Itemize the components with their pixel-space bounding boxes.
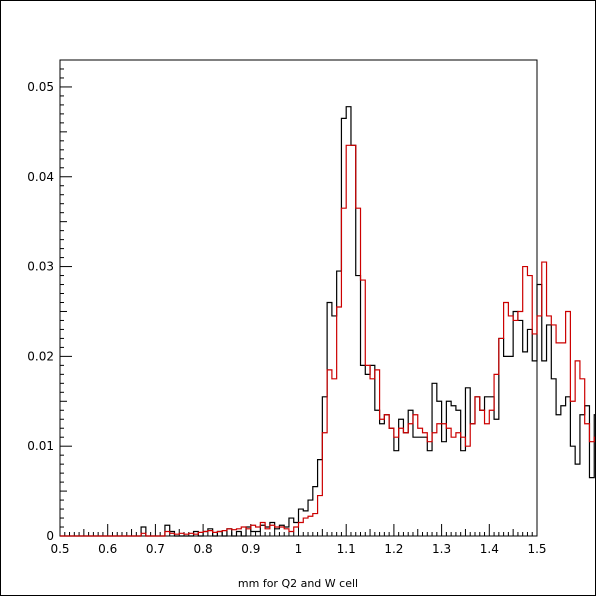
plot-frame — [59, 59, 538, 537]
x-axis-title: mm for Q2 and W cell — [238, 577, 358, 590]
x-tick-label: 0.7 — [146, 542, 165, 556]
y-tick-label: 0.01 — [27, 439, 54, 453]
y-tick-label: 0 — [46, 529, 54, 543]
x-tick-label: 0.8 — [194, 542, 213, 556]
y-axis-ticks: 0 0.01 0.02 0.03 0.04 0.05 — [27, 59, 72, 543]
x-axis-ticks: 0.5 0.6 0.7 0.8 0.9 1 1.1 1.2 1.3 1.4 1.5 — [50, 524, 547, 556]
x-tick-label: 1 — [295, 542, 303, 556]
x-tick-label: 1.4 — [480, 542, 499, 556]
histogram-series-black — [60, 106, 595, 537]
y-tick-label: 0.05 — [27, 80, 54, 94]
histogram-series-red — [60, 144, 595, 537]
x-tick-label: 1.5 — [527, 542, 546, 556]
x-tick-label: 1.1 — [337, 542, 356, 556]
series-group — [60, 106, 595, 537]
y-tick-label: 0.03 — [27, 260, 54, 274]
x-tick-label: 0.5 — [50, 542, 69, 556]
x-tick-label: 0.9 — [241, 542, 260, 556]
x-tick-label: 1.2 — [384, 542, 403, 556]
y-tick-label: 0.02 — [27, 349, 54, 363]
x-tick-label: 1.3 — [432, 542, 451, 556]
x-tick-label: 0.6 — [98, 542, 117, 556]
y-tick-label: 0.04 — [27, 170, 54, 184]
